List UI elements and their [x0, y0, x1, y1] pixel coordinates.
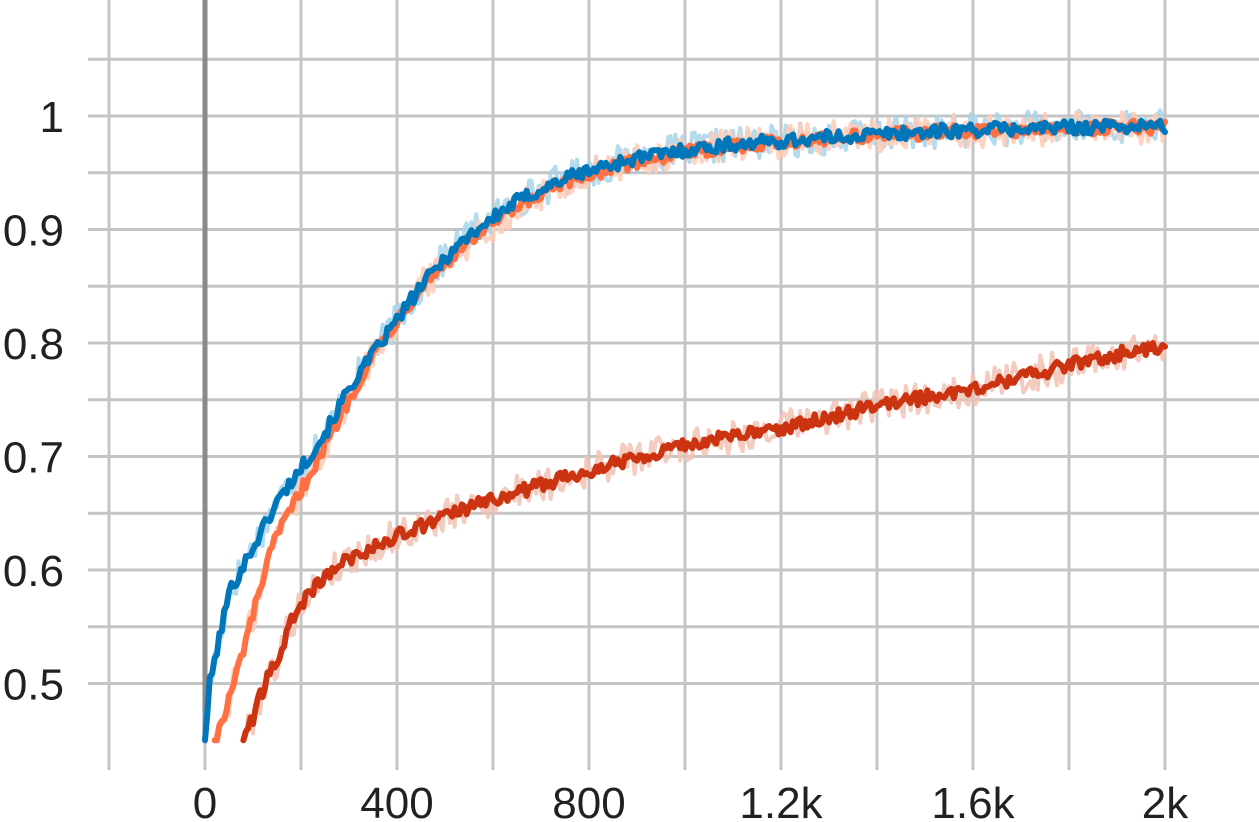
y-tick-labels: 0.5 0.6 0.7 0.8 0.9 1 — [3, 93, 64, 710]
y-tick-label: 1 — [40, 93, 64, 142]
y-tick-label: 0.9 — [3, 207, 64, 256]
series-line-3 — [240, 340, 1168, 744]
x-tick-label: 0 — [193, 779, 217, 822]
x-tick-label: 1.2k — [739, 779, 823, 822]
x-tick-label: 1.6k — [931, 779, 1015, 822]
x-tick-label: 2k — [1142, 779, 1189, 822]
raw-trace-series-3 — [241, 334, 1167, 742]
grid — [88, 0, 1259, 770]
x-tick-label: 800 — [552, 779, 625, 822]
series-line-2 — [211, 117, 1168, 744]
y-tick-label: 0.5 — [3, 661, 64, 710]
raw-trace-series-2 — [212, 110, 1167, 741]
x-tick-label: 400 — [360, 779, 433, 822]
smoothed-series-lines — [202, 117, 1168, 744]
y-tick-label: 0.6 — [3, 547, 64, 596]
y-tick-label: 0.7 — [3, 434, 64, 483]
x-tick-labels: 0 400 800 1.2k 1.6k 2k — [193, 779, 1189, 822]
y-tick-label: 0.8 — [3, 320, 64, 369]
series-line-1 — [202, 117, 1168, 744]
